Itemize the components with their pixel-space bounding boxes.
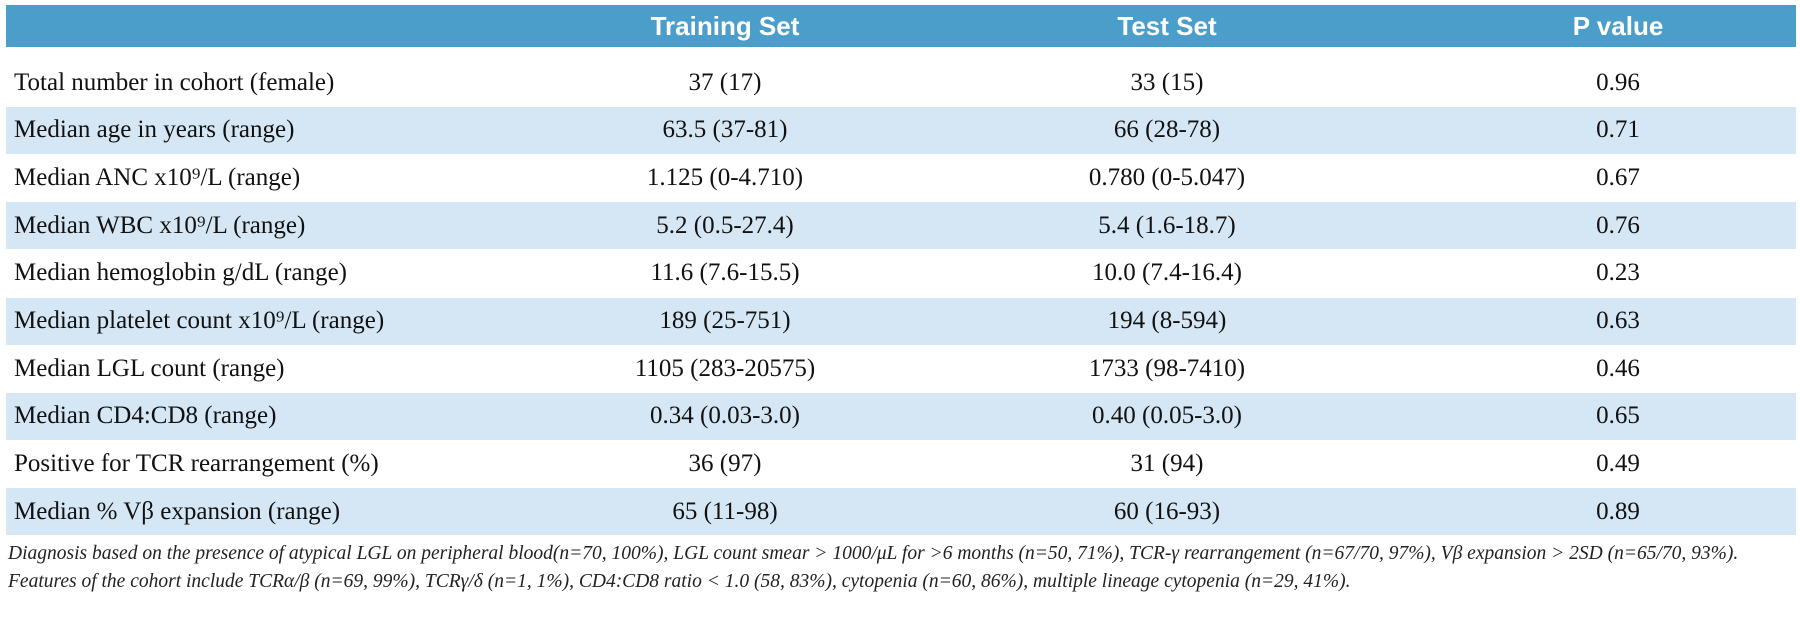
value-cell: 65 (11-98) — [672, 497, 778, 525]
value-cell: 63.5 (37-81) — [662, 116, 788, 144]
value-cell: 0.76 — [1596, 211, 1640, 239]
value-cell: 1105 (283-20575) — [634, 354, 816, 382]
value-cell: 189 (25-751) — [659, 307, 791, 334]
label-cell: Median % Vβ expansion (range) — [14, 497, 341, 525]
value-cell: 0.96 — [1596, 68, 1640, 96]
footnote: Diagnosis based on the presence of atypi… — [8, 543, 1739, 592]
value-cell: 5.2 (0.5-27.4) — [656, 211, 794, 239]
value-cell: 0.46 — [1596, 354, 1640, 382]
value-cell: 0.63 — [1596, 307, 1640, 334]
value-cell: 0.67 — [1596, 163, 1640, 191]
table-row: Median platelet count x10⁹/L (range) 189 … — [6, 297, 1796, 345]
header-cell: P value — [1572, 10, 1664, 41]
value-cell: 0.89 — [1596, 497, 1640, 525]
table-row: Median % Vβ expansion (range) 65 (11-98) 6… — [6, 488, 1796, 536]
value-cell: 5.4 (1.6-18.7) — [1098, 211, 1236, 239]
value-cell: 0.71 — [1596, 116, 1640, 144]
value-cell: 0.780 (0-5.047) — [1088, 163, 1246, 191]
label-cell: Median CD4:CD8 (range) — [14, 402, 277, 430]
label-cell: Total number in cohort (female) — [14, 68, 335, 96]
value-cell: 66 (28-78) — [1113, 116, 1221, 144]
value-cell: 0.40 (0.05-3.0) — [1092, 402, 1242, 430]
table-row: Median LGL count (range) 1105 (283-20575)… — [6, 345, 1796, 392]
label-cell: Median platelet count x10⁹/L (range) — [14, 307, 385, 334]
value-cell: 0.34 (0.03-3.0) — [650, 402, 800, 430]
value-cell: 37 (17) — [688, 68, 762, 96]
label-cell: Median age in years (range) — [14, 116, 295, 144]
label-cell: Median hemoglobin g/dL (range) — [14, 259, 348, 287]
value-cell: 36 (97) — [688, 450, 762, 478]
value-cell: 0.65 — [1596, 402, 1640, 430]
label-cell: Median WBC x10⁹/L (range) — [14, 211, 306, 239]
table-row: Positive for TCR rearrangement (%) 36 (97… — [6, 441, 1796, 488]
value-cell: 0.49 — [1596, 450, 1640, 478]
label-cell: Median ANC x10⁹/L (range) — [14, 163, 301, 191]
value-cell: 1.125 (0-4.710) — [646, 163, 804, 191]
value-cell: 11.6 (7.6-15.5) — [650, 259, 800, 287]
label-cell: Positive for TCR rearrangement (%) — [14, 450, 379, 478]
value-cell: 10.0 (7.4-16.4) — [1092, 259, 1242, 287]
value-cell: 31 (94) — [1130, 450, 1204, 478]
table-row: Median CD4:CD8 (range) 0.34 (0.03-3.0) 0.4… — [6, 392, 1796, 440]
value-cell: 60 (16-93) — [1113, 497, 1221, 525]
table-row: Median WBC x10⁹/L (range) 5.2 (0.5-27.4) 5… — [6, 202, 1796, 250]
header-row: Training Set Test Set P value — [6, 5, 1796, 47]
table-row: Median hemoglobin g/dL (range) 11.6 (7.6-… — [6, 250, 1796, 297]
table-row: Total number in cohort (female) 37 (17) 33… — [6, 59, 1796, 106]
value-cell: 194 (8-594) — [1107, 307, 1227, 334]
value-cell: 33 (15) — [1130, 68, 1204, 96]
label-cell: Median LGL count (range) — [14, 354, 285, 382]
value-cell: 0.23 — [1596, 259, 1640, 287]
header-cell: Training Set — [650, 10, 800, 41]
table-row: Median age in years (range) 63.5 (37-81) 6… — [6, 106, 1796, 154]
header-cell: Test Set — [1117, 10, 1217, 41]
value-cell: 1733 (98-7410) — [1088, 354, 1246, 382]
table-row: Median ANC x10⁹/L (range) 1.125 (0-4.710)… — [6, 154, 1796, 201]
